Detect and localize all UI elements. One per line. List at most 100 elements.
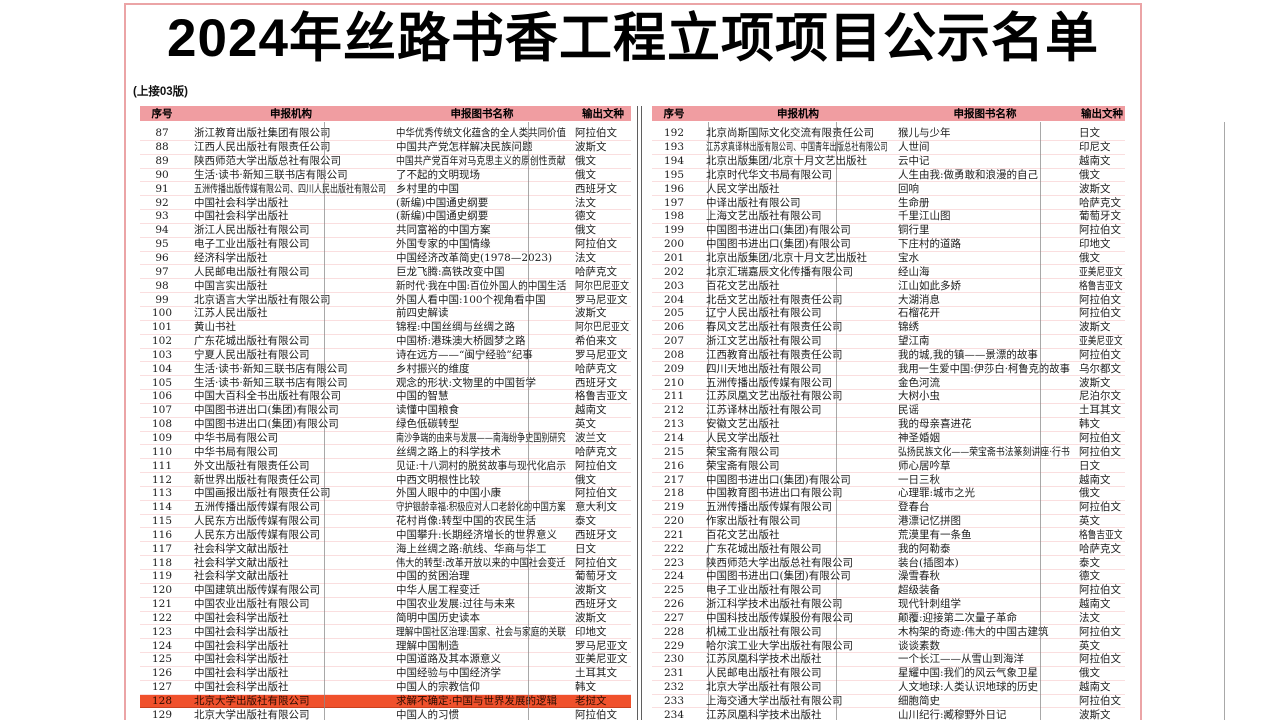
cell-serial: 193 <box>663 141 685 154</box>
cell-book-title: 星耀中国:我们的风云气象卫星 <box>898 667 1039 680</box>
table-row: 193 江苏求真译林出版有限公司、中国青年出版总社有限公司 人世间 印尼文 <box>652 141 1125 155</box>
cell-organization: 中国社会科学出版社 <box>194 653 289 666</box>
cell-language: 阿尔巴尼亚文 <box>575 279 629 292</box>
cell-serial: 115 <box>151 515 173 528</box>
cell-language: 越南文 <box>1079 155 1111 168</box>
cell-book-title: 中国攀升:长期经济增长的世界意义 <box>396 528 558 541</box>
cell-language: 意大利文 <box>575 501 617 514</box>
cell-language: 阿拉伯文 <box>1079 584 1121 597</box>
cell-serial: 226 <box>663 598 685 611</box>
table-row: 115 人民东方出版传媒有限公司 花村肖像:转型中国的农民生活 泰文 <box>140 515 631 529</box>
cell-serial: 202 <box>663 265 685 278</box>
cell-organization: 生活·读书·新知三联书店有限公司 <box>194 168 348 181</box>
cell-serial: 114 <box>151 501 173 514</box>
table-row: 199 中国图书进出口(集团)有限公司 铜行里 阿拉伯文 <box>652 224 1125 238</box>
cell-organization: 社会科学文献出版社 <box>194 556 289 569</box>
cell-serial: 108 <box>151 418 173 431</box>
cell-book-title: 中国桥:港珠澳大桥圆梦之路 <box>396 335 526 348</box>
table-row: 223 陕西师范大学出版总社有限公司 装台(插图本) 泰文 <box>652 556 1125 570</box>
cell-book-title: 弘扬民族文化——荣宝斋书法篆刻讲座·行书 <box>898 445 1070 458</box>
cell-organization: 中译出版社有限公司 <box>706 196 801 209</box>
column-divider <box>324 122 325 720</box>
cell-serial: 233 <box>663 695 685 708</box>
cell-language: 西班牙文 <box>575 528 617 541</box>
cell-language: 葡萄牙文 <box>575 570 617 583</box>
cell-book-title: 巨龙飞腾:高铁改变中国 <box>396 265 505 278</box>
cell-language: 法文 <box>575 252 596 265</box>
cell-book-title: 了不起的文明现场 <box>396 168 480 181</box>
cell-organization: 浙江文艺出版社有限公司 <box>706 335 822 348</box>
cell-book-title: 花村肖像:转型中国的农民生活 <box>396 515 537 528</box>
table-row: 232 北京大学出版社有限公司 人文地球:人类认识地球的历史 越南文 <box>652 681 1125 695</box>
cell-serial: 221 <box>663 528 685 541</box>
cell-organization: 电子工业出版社有限公司 <box>706 584 822 597</box>
cell-language: 印尼文 <box>1079 141 1111 154</box>
table-row: 87 浙江教育出版社集团有限公司 中华优秀传统文化蕴含的全人类共同价值 阿拉伯文 <box>140 127 631 141</box>
cell-book-title: 观念的形状:文物里的中国哲学 <box>396 376 537 389</box>
table-row: 208 江西教育出版社有限责任公司 我的城,我的镇——景漂的故事 阿拉伯文 <box>652 349 1125 363</box>
cell-organization: 人民文学出版社 <box>706 431 780 444</box>
cell-organization: 中国图书进出口(集团)有限公司 <box>194 418 339 431</box>
table-row: 92 中国社会科学出版社 (新编)中国通史纲要 法文 <box>140 196 631 211</box>
cell-language: 西班牙文 <box>575 182 617 195</box>
cell-language: 哈萨克文 <box>575 362 617 375</box>
table-row: 209 四川天地出版社有限公司 我用一生爱中国:伊莎白·柯鲁克的故事 乌尔都文 <box>652 362 1125 377</box>
cell-book-title: 中国人的习惯 <box>396 708 459 720</box>
cell-serial: 127 <box>151 681 173 694</box>
cell-language: 印地文 <box>575 625 607 638</box>
cell-serial: 234 <box>663 708 685 720</box>
cell-book-title: 木构架的奇迹:伟大的中国古建筑 <box>898 625 1049 638</box>
table-row: 94 浙江人民出版社有限公司 共同富裕的中国方案 俄文 <box>140 224 631 238</box>
cell-book-title: 中华优秀传统文化蕴含的全人类共同价值 <box>396 127 566 140</box>
table-row: 200 中国图书进出口(集团)有限公司 下庄村的道路 印地文 <box>652 238 1125 252</box>
cell-serial: 198 <box>663 210 685 223</box>
cell-organization: 陕西师范大学出版总社有限公司 <box>706 556 853 569</box>
cell-serial: 199 <box>663 224 685 237</box>
cell-organization: 北京出版集团/北京十月文艺出版社 <box>706 155 868 168</box>
cell-organization: 百花文艺出版社 <box>706 528 780 541</box>
cell-serial: 206 <box>663 321 685 334</box>
cell-language: 土耳其文 <box>1079 404 1121 417</box>
cell-serial: 112 <box>151 473 173 486</box>
cell-book-title: 中华人居工程变迁 <box>396 584 480 597</box>
table-row: 126 中国社会科学出版社 中国经验与中国经济学 土耳其文 <box>140 667 631 681</box>
cell-book-title: (新编)中国通史纲要 <box>396 210 489 223</box>
cell-serial: 222 <box>663 542 685 555</box>
cell-language: 阿拉伯文 <box>1079 501 1121 514</box>
cell-serial: 204 <box>663 293 685 306</box>
cell-organization: 江苏凤凰科学技术出版社 <box>706 653 822 666</box>
table-row: 98 中国言实出版社 新时代·我在中国:百位外国人的中国生活 阿尔巴尼亚文 <box>140 279 631 294</box>
table-row: 104 生活·读书·新知三联书店有限公司 乡村振兴的维度 哈萨克文 <box>140 362 631 377</box>
cell-book-title: 望江南 <box>898 335 930 348</box>
cell-serial: 104 <box>151 362 173 375</box>
cell-language: 乌尔都文 <box>1079 362 1121 375</box>
cell-book-title: 生命册 <box>898 196 930 209</box>
cell-serial: 207 <box>663 335 685 348</box>
cell-language: 俄文 <box>575 168 596 181</box>
header-serial: 序号 <box>151 108 173 120</box>
cell-book-title: 江山如此多娇 <box>898 279 961 292</box>
cell-serial: 229 <box>663 639 685 652</box>
table-row: 109 中华书局有限公司 南沙争端的由来与发展——南海纷争史国别研究 波兰文 <box>140 432 631 446</box>
cell-organization: 经济科学出版社 <box>194 252 268 265</box>
cell-serial: 196 <box>663 182 685 195</box>
table-row: 197 中译出版社有限公司 生命册 哈萨克文 <box>652 196 1125 211</box>
column-divider <box>1224 122 1225 720</box>
cell-serial: 96 <box>155 252 169 265</box>
cell-serial: 211 <box>663 390 685 403</box>
cell-language: 格鲁吉亚文 <box>1079 528 1123 541</box>
table-row: 213 安徽文艺出版社 我的母亲喜进花 韩文 <box>652 418 1125 432</box>
table-row: 216 荣宝斋有限公司 师心居吟草 日文 <box>652 459 1125 474</box>
cell-book-title: 诗在远方——“闽宁经验”纪事 <box>396 348 533 361</box>
cell-book-title: 锦程:中国丝绸与丝绸之路 <box>396 321 516 334</box>
cell-language: 阿拉伯文 <box>1079 307 1121 320</box>
table-row: 121 中国农业出版社有限公司 中国农业发展:过往与未来 西班牙文 <box>140 598 631 612</box>
cell-organization: 中国农业出版社有限公司 <box>194 598 310 611</box>
cell-language: 波斯文 <box>1079 376 1111 389</box>
cell-organization: 生活·读书·新知三联书店有限公司 <box>194 362 348 375</box>
cell-serial: 230 <box>663 653 685 666</box>
cell-organization: 江西人民出版社有限责任公司 <box>194 141 331 154</box>
table-row: 113 中国画报出版社有限责任公司 外国人眼中的中国小康 阿拉伯文 <box>140 487 631 501</box>
cell-language: 西班牙文 <box>575 376 617 389</box>
cell-organization: 上海文艺出版社有限公司 <box>706 210 822 223</box>
